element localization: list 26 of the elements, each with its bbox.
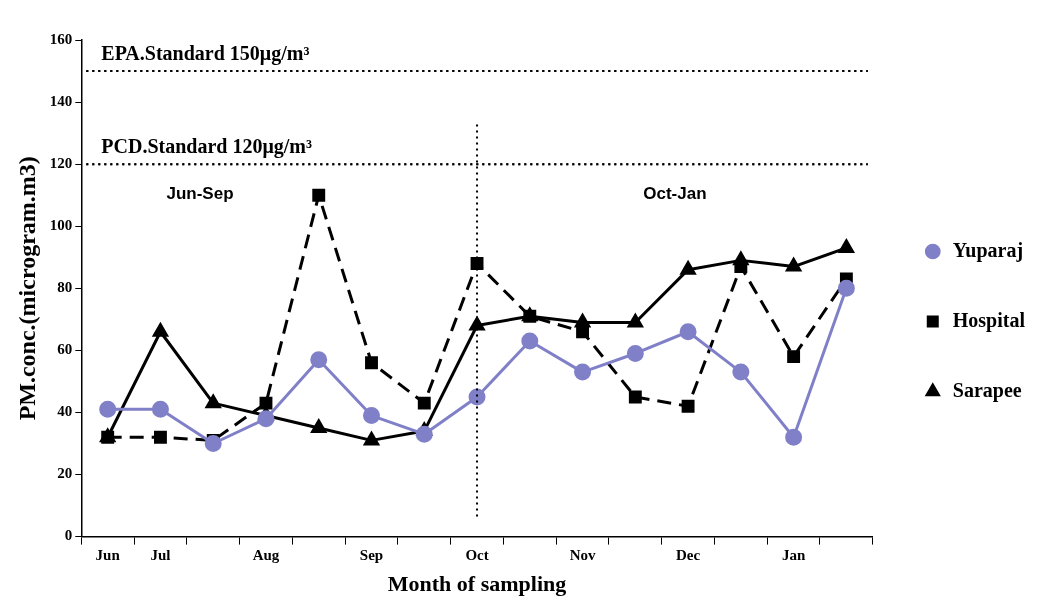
x-tick-label: Jul: [150, 547, 171, 564]
annotation: Jun-Sep: [166, 183, 234, 203]
x-tick-label: Jan: [781, 547, 806, 564]
x-axis-title: Month of sampling: [387, 571, 567, 597]
y-tick-label: 40: [57, 403, 73, 420]
legend-label: Yuparaj: [952, 238, 1024, 262]
x-tick-label: Oct: [465, 547, 489, 564]
x-tick-label: Sep: [359, 547, 384, 564]
y-tick-label: 20: [57, 465, 73, 482]
x-tick-label: Nov: [569, 547, 596, 564]
y-tick-label: 140: [49, 92, 73, 109]
y-axis-title: PM.conc.(microgram.m3): [13, 156, 40, 421]
legend-label: Hospital: [952, 308, 1026, 332]
y-tick-label: 100: [49, 217, 73, 234]
y-tick-label: 160: [49, 30, 73, 47]
x-tick-label: Dec: [676, 547, 701, 564]
annotation: Oct-Jan: [643, 183, 707, 203]
y-tick-label: 0: [64, 527, 73, 544]
ref-line-label: PCD.Standard 120μg/m³: [101, 135, 312, 159]
y-tick-label: 80: [57, 279, 73, 296]
y-tick-label: 120: [49, 155, 73, 172]
ref-line-label: EPA.Standard 150μg/m³: [101, 42, 310, 66]
x-tick-label: Jun: [95, 547, 121, 564]
legend-label: Sarapee: [952, 378, 1022, 402]
y-tick-label: 60: [57, 341, 73, 358]
x-tick-label: Aug: [252, 547, 280, 564]
